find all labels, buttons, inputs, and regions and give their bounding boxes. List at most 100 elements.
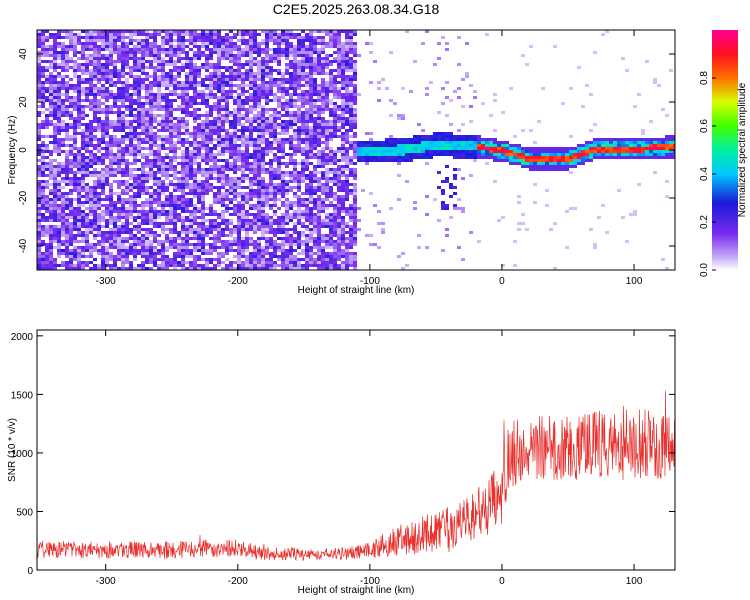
heatmap-cell: [149, 114, 153, 117]
heatmap-cell: [237, 261, 241, 264]
heatmap-cell: [249, 42, 253, 45]
heatmap-cell: [93, 126, 97, 129]
heatmap-cell: [149, 219, 153, 222]
heatmap-cell: [161, 213, 165, 216]
heatmap-cell: [93, 57, 97, 60]
heatmap-cell: [65, 129, 69, 132]
heatmap-cell: [105, 30, 109, 33]
heatmap-cell: [213, 177, 217, 180]
heatmap-cell: [177, 132, 181, 135]
heatmap-cell: [97, 174, 101, 177]
heatmap-cell: [57, 213, 61, 216]
heatmap-cell: [165, 234, 169, 237]
heatmap-cell: [245, 63, 249, 66]
heatmap-cell: [337, 33, 341, 36]
heatmap-cell: [257, 150, 261, 153]
heatmap-cell: [305, 237, 309, 240]
heatmap-cell: [289, 180, 293, 183]
heatmap-cell: [145, 231, 149, 234]
heatmap-cell: [297, 66, 301, 69]
heatmap-cell: [309, 60, 313, 63]
heatmap-cell: [169, 174, 173, 177]
heatmap-cell: [265, 90, 269, 93]
heatmap-cell: [133, 246, 137, 249]
heatmap-cell: [197, 258, 201, 261]
heatmap-cell: [277, 222, 281, 225]
heatmap-cell: [181, 258, 185, 261]
heatmap-cell: [105, 78, 109, 81]
heatmap-cell: [325, 204, 329, 207]
heatmap-cell: [193, 147, 197, 150]
heatmap-cell: [245, 99, 249, 102]
heatmap-cell: [277, 39, 281, 42]
heatmap-cell: [249, 144, 253, 147]
heatmap-cell: [297, 207, 301, 210]
heatmap-cell: [97, 264, 101, 267]
heatmap-cell: [101, 57, 105, 60]
heatmap-cell: [141, 261, 145, 264]
heatmap-cell: [149, 171, 153, 174]
heatmap-cell: [265, 96, 269, 99]
heatmap-cell: [297, 42, 301, 45]
heatmap-cell: [177, 243, 181, 246]
heatmap-cell: [181, 198, 185, 201]
heatmap-cell: [145, 216, 149, 219]
heatmap-cell: [325, 195, 329, 198]
heatmap-cell: [101, 171, 105, 174]
heatmap-cell: [57, 120, 61, 123]
heatmap-cell: [237, 33, 241, 36]
heatmap-cell: [121, 93, 125, 96]
heatmap-cell: [81, 63, 85, 66]
heatmap-cell: [321, 171, 325, 174]
heatmap-cell: [309, 231, 313, 234]
heatmap-cell: [329, 264, 333, 267]
heatmap-cell: [237, 57, 241, 60]
heatmap-cell: [105, 39, 109, 42]
heatmap-cell: [97, 99, 101, 102]
heatmap-cell: [65, 252, 69, 255]
heatmap-cell: [69, 102, 73, 105]
heatmap-cell: [125, 162, 129, 165]
heatmap-cell: [57, 207, 61, 210]
heatmap-cell: [241, 63, 245, 66]
heatmap-cell: [177, 177, 181, 180]
heatmap-cell: [85, 216, 89, 219]
heatmap-cell: [225, 234, 229, 237]
heatmap-cell: [105, 219, 109, 222]
heatmap-cell: [165, 105, 169, 108]
heatmap-cell: [113, 255, 117, 258]
heatmap-cell: [89, 48, 93, 51]
heatmap-cell: [145, 111, 149, 114]
heatmap-cell: [305, 225, 309, 228]
heatmap-cell: [173, 132, 177, 135]
heatmap-cell: [249, 48, 253, 51]
heatmap-cell: [165, 267, 169, 270]
heatmap-cell: [165, 168, 169, 171]
heatmap-cell: [261, 105, 265, 108]
heatmap-cell: [261, 225, 265, 228]
heatmap-cell: [241, 156, 245, 159]
heatmap-cell: [257, 105, 261, 108]
heatmap-cell: [277, 99, 281, 102]
heatmap-cell: [321, 69, 325, 72]
heatmap-cell: [273, 219, 277, 222]
heatmap-cell: [73, 216, 77, 219]
heatmap-cell: [309, 108, 313, 111]
heatmap-cell: [101, 264, 105, 267]
heatmap-cell: [89, 231, 93, 234]
heatmap-cell: [233, 162, 237, 165]
heatmap-cell: [333, 123, 337, 126]
heatmap-cell: [61, 186, 65, 189]
heatmap-cell: [281, 240, 285, 243]
heatmap-cell: [289, 105, 293, 108]
heatmap-cell: [181, 231, 185, 234]
heatmap-cell: [93, 267, 97, 270]
heatmap-cell: [41, 267, 45, 270]
heatmap-cell: [293, 99, 297, 102]
heatmap-cell: [145, 33, 149, 36]
heatmap-cell: [333, 246, 337, 249]
heatmap-cell: [121, 105, 125, 108]
heatmap-cell: [77, 261, 81, 264]
heatmap-cell: [205, 102, 209, 105]
heatmap-cell: [141, 168, 145, 171]
